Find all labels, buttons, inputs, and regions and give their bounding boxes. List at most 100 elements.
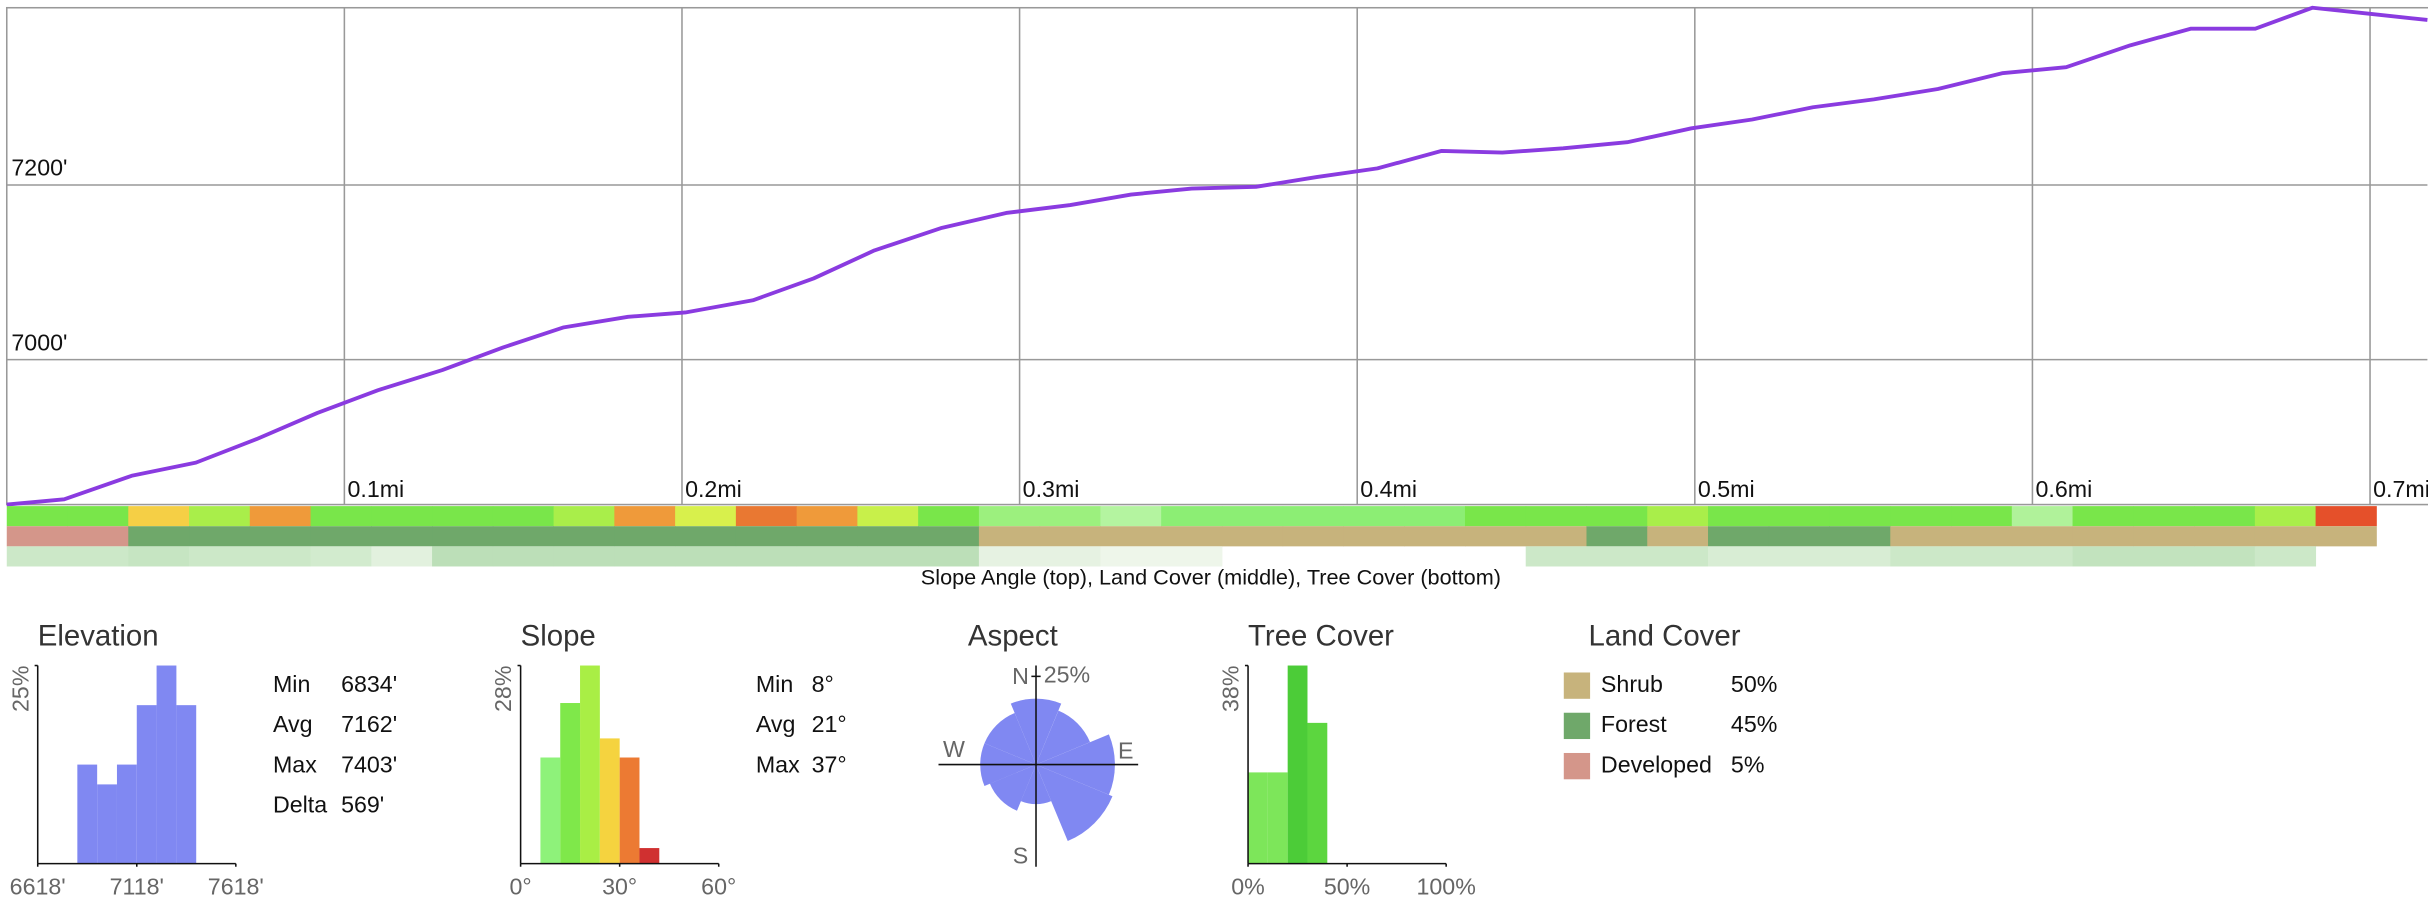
strip-segment (2254, 546, 2317, 567)
strip-segment (6, 526, 68, 547)
histogram-bar (599, 738, 620, 864)
strip-segment (2254, 506, 2317, 527)
histogram-bar (136, 705, 157, 864)
histogram-bar (540, 757, 561, 864)
strip-segment (1039, 546, 1101, 567)
strip-segment (978, 546, 1041, 567)
strip-segment (1039, 506, 1101, 527)
strip-segment (1100, 546, 1162, 567)
y-tick-label: 38% (1218, 666, 1244, 712)
histogram-bar (1307, 722, 1328, 864)
strip-segment (6, 506, 68, 527)
strip-segment (2194, 546, 2256, 567)
strip-segment (310, 546, 372, 567)
strip-segment (2011, 546, 2074, 567)
stat-value: 8° (812, 671, 834, 697)
strip-segment (67, 526, 129, 547)
strip-segment (1586, 506, 1648, 527)
stat-label: Min (273, 671, 310, 697)
strip-segment (1100, 506, 1162, 527)
strip-segment (2194, 526, 2256, 547)
strip-segment (310, 526, 372, 547)
legend-value: 5% (1731, 751, 1765, 777)
strip-segment (249, 506, 312, 527)
histogram-bar (176, 705, 197, 864)
strip-segment (1221, 526, 1284, 547)
strip-segment (2315, 506, 2377, 527)
x-tick-label: 0% (1231, 874, 1265, 900)
strip-segment (1829, 506, 1891, 527)
x-tick-label: 0.4mi (1360, 476, 1417, 502)
strip-segment (1161, 546, 1223, 567)
strip-segment (1951, 506, 2013, 527)
strip-segment (6, 546, 68, 567)
y-tick-label: 28% (490, 666, 516, 712)
strip-segment (1525, 506, 1587, 527)
strip-segment (1100, 526, 1162, 547)
strip-segment (128, 546, 190, 567)
strip-segment (2194, 506, 2256, 527)
strip-segment (857, 526, 919, 547)
legend-swatch (1563, 752, 1591, 780)
strip-segment (1039, 526, 1101, 547)
legend-swatch (1563, 712, 1591, 740)
chart-title: Land Cover (1589, 619, 1741, 652)
strip-segment (675, 526, 737, 547)
strip-segment (492, 526, 555, 547)
histogram-bar (1267, 772, 1288, 864)
strip-segment (1768, 546, 1830, 567)
histogram-bar (1287, 665, 1308, 864)
stat-value: 7162' (341, 711, 397, 737)
strip-segment (1647, 506, 1709, 527)
strip-segment (735, 546, 798, 567)
x-tick-label: 7618' (208, 874, 264, 900)
strip-segment (2133, 526, 2195, 547)
strip-segment (1161, 506, 1223, 527)
strip-segment (189, 526, 251, 547)
strip-segment (492, 546, 555, 567)
strip-segment (1464, 506, 1527, 527)
direction-label: S (1013, 843, 1028, 869)
strip-segment (1768, 506, 1830, 527)
strip-segment (735, 526, 798, 547)
legend-swatch (1563, 672, 1591, 699)
histogram-bar (156, 665, 177, 864)
strip-segment (189, 506, 251, 527)
elevation-line (6, 5, 2428, 507)
strip-segment (918, 526, 980, 547)
strip-segment (1890, 506, 1952, 527)
strip-segment (1404, 506, 1466, 527)
chart-title: Slope (521, 619, 596, 652)
strip-segment (1890, 546, 1952, 567)
strip-segment (1404, 526, 1466, 547)
histogram-bar (580, 665, 600, 864)
strip-segment (978, 526, 1041, 547)
strip-segment (1161, 526, 1223, 547)
histogram-bar (77, 764, 98, 864)
histogram-bar (1248, 772, 1268, 864)
strip-segment (432, 506, 494, 527)
strip-segment (1525, 526, 1587, 547)
strip-segment (1708, 526, 1770, 547)
strip-segment (249, 546, 312, 567)
strip-segment (1282, 526, 1344, 547)
profile-frame (5, 6, 2428, 506)
strip-segment (2011, 506, 2074, 527)
strip-segment (918, 506, 980, 527)
strip-segment (128, 526, 190, 547)
strip-segment (1282, 506, 1344, 527)
y-tick-label: 25% (7, 666, 33, 712)
strip-segment (614, 546, 676, 567)
strip-segment (2072, 526, 2134, 547)
strip-segment (796, 526, 858, 547)
chart-title: Aspect (968, 619, 1058, 652)
stat-value: 7403' (341, 751, 397, 777)
stat-value: 37° (812, 751, 847, 777)
strip-segment (1343, 526, 1405, 547)
legend-label: Forest (1601, 711, 1667, 737)
strip-segment (2011, 526, 2074, 547)
strip-segment (492, 506, 555, 527)
histogram-bar (116, 764, 137, 864)
strip-segment (371, 506, 433, 527)
stat-label: Delta (273, 791, 327, 817)
